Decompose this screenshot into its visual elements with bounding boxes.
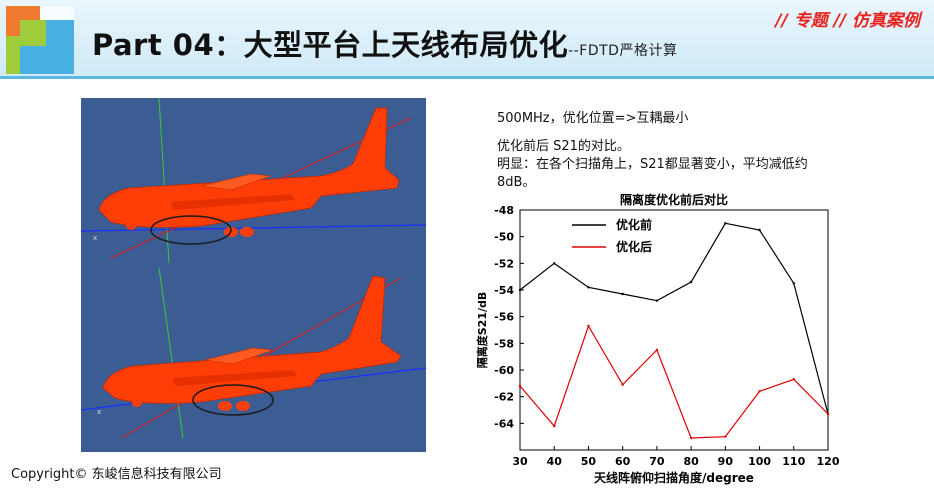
desc-line-conclusion: 明显：在各个扫描角上，S21都显著变小，平均减低约8dB。	[497, 157, 808, 190]
series-2-point	[587, 324, 590, 328]
x-tick-label: 90	[718, 455, 734, 468]
page-title: Part 04：大型平台上天线布局优化--FDTD严格计算	[92, 22, 677, 64]
x-tick-label: 70	[649, 455, 665, 468]
series-1-point	[689, 280, 693, 284]
series-1-point	[587, 286, 590, 289]
y-tick-label: -48	[494, 204, 514, 217]
copyright-text: Copyright© 东峻信息科技有限公司	[11, 467, 222, 482]
y-tick-label: -54	[494, 284, 514, 297]
result-description: 500MHz，优化位置=>互耦最小 优化前后 S21的对比。 明显：在各个扫描角…	[497, 110, 827, 192]
topic-tag: // 专题 // 仿真案例	[775, 11, 920, 31]
series-1-point	[758, 228, 761, 232]
series-2-point	[826, 412, 830, 416]
series-2-point	[758, 390, 761, 393]
title-text: Part 04：大型平台上天线布局优化	[92, 28, 569, 62]
series-2-point	[621, 383, 624, 386]
y-tick-label: -62	[494, 391, 514, 404]
y-tick-label: -56	[494, 311, 514, 324]
x-tick-label: 100	[748, 455, 771, 468]
x-tick-label: 40	[547, 455, 563, 468]
series-line-1	[519, 222, 829, 415]
y-tick-label: -52	[494, 257, 514, 270]
x-tick-label: 30	[512, 455, 528, 468]
y-tick-label: -64	[494, 417, 514, 430]
series-2-point	[655, 348, 659, 352]
aircraft-model-top: x	[81, 98, 426, 264]
series-2-point	[553, 424, 556, 428]
series-2-point	[792, 378, 795, 381]
series-1-point	[518, 288, 522, 292]
logo-icon	[6, 6, 74, 74]
series-1-point	[724, 222, 727, 225]
series-2-point	[724, 435, 727, 438]
desc-line-frequency: 500MHz，优化位置=>互耦最小	[497, 111, 689, 126]
y-tick-label: -58	[494, 337, 514, 350]
chart-title: 隔离度优化前后对比	[620, 192, 728, 207]
isolation-line-chart: 隔离度优化前后对比 -48 -50 -52 -54 -56 -58 -60 -62 -64 30 40…	[475, 192, 840, 485]
x-tick-label: 60	[615, 455, 631, 468]
series-2-point	[518, 384, 522, 388]
x-tick-label: 50	[581, 455, 597, 468]
simulation-image: x x	[81, 98, 426, 452]
legend-label-2: 优化后	[616, 239, 652, 254]
x-tick-label: 120	[817, 455, 840, 468]
y-tick-label: -60	[494, 364, 514, 377]
y-tick-label: -50	[494, 231, 514, 244]
y-axis-label: 隔离度S21/dB	[475, 292, 489, 369]
slide-header: Part 04：大型平台上天线布局优化--FDTD严格计算 // 专题 // 仿…	[0, 0, 934, 78]
series-1-point	[655, 299, 659, 302]
series-1-point	[792, 282, 795, 285]
series-1-point	[553, 262, 556, 265]
legend-label-1: 优化前	[616, 217, 652, 232]
series-line-2	[519, 324, 829, 439]
aircraft-model-bottom: x	[81, 267, 426, 439]
desc-line-comparison: 优化前后 S21的对比。	[497, 139, 630, 154]
series-1-point	[621, 292, 624, 296]
x-axis-label: 天线阵俯仰扫描角度/degree	[594, 470, 754, 485]
title-subtitle: --FDTD严格计算	[568, 43, 678, 59]
svg-text:x: x	[93, 234, 97, 242]
svg-text:x: x	[97, 408, 101, 416]
x-tick-label: 80	[683, 455, 699, 468]
series-2-point	[689, 436, 693, 440]
header-divider	[0, 76, 934, 79]
plot-area	[519, 209, 829, 451]
x-tick-label: 110	[782, 455, 805, 468]
